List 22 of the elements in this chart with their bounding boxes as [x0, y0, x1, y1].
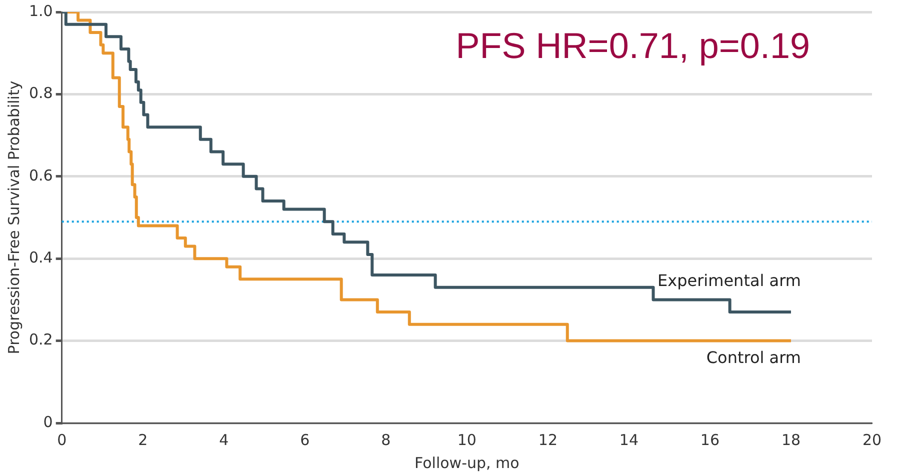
series-label: Control arm — [706, 348, 801, 367]
x-tick-label: 12 — [538, 430, 558, 449]
x-tick-label: 0 — [57, 430, 67, 449]
x-tick-label: 4 — [219, 430, 229, 449]
x-tick-label: 18 — [781, 430, 801, 449]
x-tick-label: 6 — [300, 430, 310, 449]
y-tick-label: 0.8 — [28, 84, 53, 102]
annotation: PFS HR=0.71, p=0.19 — [456, 24, 810, 66]
y-tick-label: 0.4 — [28, 248, 53, 266]
series-label: Experimental arm — [658, 271, 801, 290]
y-tick-label: 0.2 — [28, 330, 53, 349]
x-tick-label: 14 — [619, 430, 639, 449]
y-axis-title: Progression-Free Survival Probability — [4, 80, 23, 354]
y-tick-label: 0 — [43, 412, 53, 431]
x-tick-label: 8 — [381, 430, 391, 449]
x-axis-title: Follow-up, mo — [414, 454, 520, 472]
y-tick-label: 0.6 — [28, 166, 53, 184]
x-tick-label: 20 — [862, 430, 882, 449]
x-tick-label: 10 — [457, 430, 476, 449]
y-tick-label: 1.0 — [28, 2, 53, 20]
x-tick-label: 2 — [138, 430, 148, 449]
x-tick-label: 16 — [700, 430, 720, 449]
